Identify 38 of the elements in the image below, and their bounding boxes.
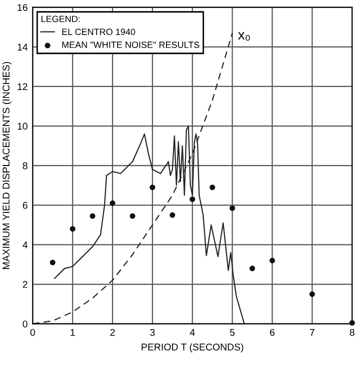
y-tick-label: 12 xyxy=(18,83,28,90)
point xyxy=(130,213,136,219)
x-tick-label: 1 xyxy=(70,329,75,336)
legend-label: MEAN "WHITE NOISE" RESULTS xyxy=(62,42,200,48)
y-tick-label: 8 xyxy=(22,162,28,170)
x-axis-title: PERIOD T (SECONDS) xyxy=(142,343,244,352)
point xyxy=(309,291,315,297)
x-tick-label: 8 xyxy=(350,328,354,336)
y-tick-label: 2 xyxy=(22,281,28,288)
point xyxy=(110,200,116,206)
annotation: x₀ xyxy=(238,32,250,41)
y-tick-label: 4 xyxy=(22,242,28,248)
point xyxy=(150,184,156,190)
point xyxy=(70,226,76,232)
point xyxy=(170,212,176,218)
y-tick-label: 14 xyxy=(18,44,28,50)
y-axis-title: MAXIMUM YIELD DISPLACEMENTS (INCHES) xyxy=(2,62,12,269)
x-tick-label: 4 xyxy=(190,329,195,336)
x-tick-label: 0 xyxy=(30,328,35,336)
x-tick-label: 5 xyxy=(230,329,235,336)
point xyxy=(269,258,276,264)
x-tick-label: 7 xyxy=(310,329,314,336)
y-tick-label: 16 xyxy=(18,4,28,11)
point xyxy=(250,266,256,272)
y-tick-label: 0 xyxy=(22,320,28,328)
point xyxy=(210,184,216,190)
point xyxy=(50,260,56,266)
point xyxy=(230,205,236,211)
point xyxy=(90,213,96,219)
point xyxy=(349,320,355,326)
x-tick-label: 6 xyxy=(270,328,275,336)
legend-title: LEGEND: xyxy=(42,16,80,22)
x-tick-label: 3 xyxy=(150,328,155,336)
legend-label: EL CENTRO 1940 xyxy=(62,28,136,36)
y-tick-label: 6 xyxy=(22,202,28,209)
point xyxy=(190,196,196,202)
x-tick-label: 2 xyxy=(110,328,115,336)
y-tick-label: 10 xyxy=(18,122,28,130)
